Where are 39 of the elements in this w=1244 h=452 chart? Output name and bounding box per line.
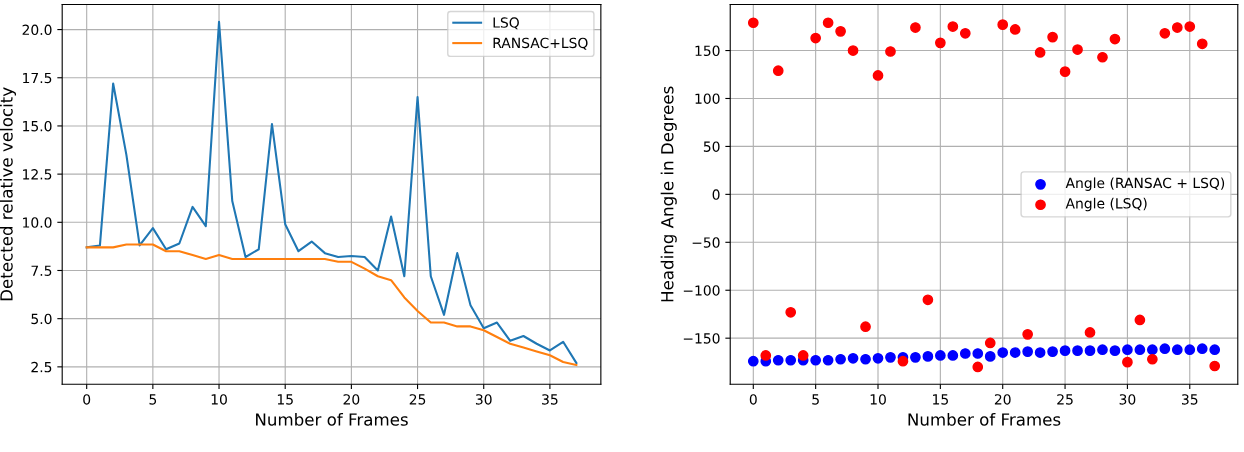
y-tick-label: 50	[703, 141, 720, 152]
legend-label: Angle (RANSAC + LSQ)	[1065, 177, 1225, 191]
x-tick-label: 25	[409, 394, 426, 405]
x-tick-label: 20	[343, 394, 360, 405]
y-tick-label: 5.0	[31, 313, 52, 325]
x-tick-label: 20	[994, 394, 1011, 405]
x-tick-label: 15	[933, 394, 948, 405]
y-tick-label: 12.5	[23, 169, 52, 180]
y-tick-label: −100	[683, 285, 720, 296]
x-tick-label: 5	[149, 394, 157, 405]
y-tick-label: 7.5	[31, 265, 52, 276]
x-tick-label: 5	[812, 394, 819, 405]
y-tick-label: 0	[712, 189, 720, 200]
y-tick-label: −150	[683, 333, 720, 344]
x-tick-label: 10	[870, 394, 886, 405]
x-axis-title: Number of Frames	[256, 412, 408, 426]
y-tick-label: 15.0	[23, 120, 52, 132]
y-tick-label: 150	[695, 45, 720, 57]
x-tick-label: 35	[542, 394, 558, 405]
y-tick-label: 10.0	[23, 217, 52, 228]
x-tick-label: 0	[749, 394, 757, 405]
x-tick-label: 25	[1057, 394, 1073, 405]
x-tick-label: 30	[475, 394, 492, 405]
y-axis-title: Heading Angle in Degrees	[660, 86, 677, 302]
y-tick-label: 17.5	[23, 72, 52, 84]
legend-label: LSQ	[493, 17, 519, 30]
legend-label: Angle (LSQ)	[1065, 197, 1147, 212]
x-tick-label: 15	[277, 394, 293, 405]
y-tick-label: 2.5	[31, 361, 52, 373]
legend-label: RANSAC+LSQ	[493, 37, 588, 50]
y-tick-label: 100	[695, 93, 720, 104]
y-tick-label: 20.0	[22, 24, 52, 36]
x-tick-label: 35	[1181, 394, 1198, 405]
y-axis-title: Detected relative velocity	[0, 87, 16, 301]
x-tick-label: 30	[1119, 394, 1136, 405]
x-tick-label: 0	[83, 394, 91, 405]
y-tick-label: −50	[692, 237, 720, 248]
x-axis-title: Number of Frames	[908, 412, 1061, 426]
x-tick-label: 10	[211, 394, 227, 405]
